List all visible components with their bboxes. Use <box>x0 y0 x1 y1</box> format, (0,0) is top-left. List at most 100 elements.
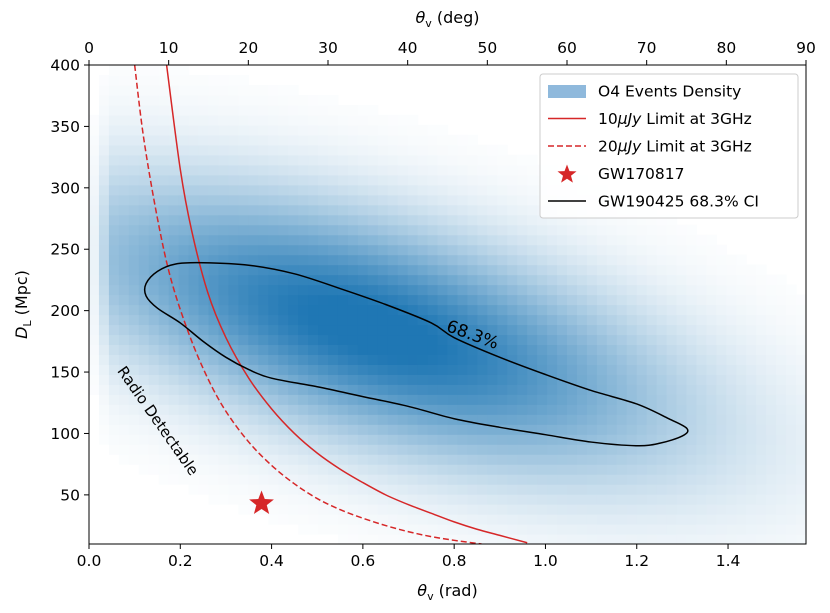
density-cell <box>367 334 379 346</box>
density-cell <box>178 374 190 385</box>
density-cell <box>547 494 558 505</box>
density-cell <box>646 444 658 455</box>
density-cell <box>138 274 150 286</box>
density-cell <box>527 204 538 216</box>
density-cell <box>756 354 767 365</box>
density-cell <box>238 254 249 266</box>
density-cell <box>248 84 259 96</box>
density-cell <box>726 484 737 495</box>
density-cell <box>736 394 747 405</box>
density-cell <box>596 474 608 485</box>
density-cell <box>258 194 269 206</box>
density-cell <box>268 274 279 286</box>
density-cell <box>477 494 488 505</box>
density-cell <box>158 324 170 336</box>
density-cell <box>437 194 449 206</box>
legend-label-density: O4 Events Density <box>598 83 741 101</box>
density-cell <box>138 314 150 326</box>
density-cell <box>407 454 419 465</box>
density-cell <box>636 344 648 355</box>
density-cell <box>676 444 688 455</box>
density-cell <box>576 304 588 316</box>
density-cell <box>387 254 399 266</box>
density-cell <box>298 504 309 515</box>
density-cell <box>517 204 528 216</box>
density-cell <box>507 194 518 206</box>
density-cell <box>318 334 329 346</box>
density-cell <box>288 104 299 116</box>
density-cell <box>477 424 488 435</box>
density-cell <box>407 534 419 545</box>
density-cell <box>208 254 220 266</box>
density-cell <box>298 234 309 246</box>
density-cell <box>298 424 309 435</box>
density-cell <box>596 524 608 535</box>
density-cell <box>437 214 449 226</box>
density-cell <box>726 454 737 465</box>
density-cell <box>686 364 698 375</box>
density-cell <box>387 394 399 405</box>
density-cell <box>258 114 269 126</box>
density-cell <box>487 474 498 485</box>
density-cell <box>228 494 239 505</box>
density-cell <box>337 324 349 336</box>
density-cell <box>238 114 249 126</box>
density-cell <box>537 384 548 395</box>
density-cell <box>696 314 708 326</box>
density-cell <box>576 214 588 226</box>
density-cell <box>606 494 618 505</box>
density-cell <box>686 444 698 455</box>
density-cell <box>188 354 200 365</box>
density-cell <box>318 404 329 415</box>
density-cell <box>676 264 688 276</box>
density-cell <box>208 74 220 86</box>
density-cell <box>626 354 638 365</box>
density-cell <box>248 354 259 365</box>
density-cell <box>497 414 508 425</box>
density-cell <box>337 454 349 465</box>
density-cell <box>89 344 100 355</box>
density-cell <box>328 294 339 306</box>
density-cell <box>726 434 737 445</box>
density-cell <box>447 174 459 186</box>
density-cell <box>477 504 488 515</box>
density-cell <box>447 454 459 465</box>
density-cell <box>397 454 409 465</box>
density-cell <box>547 384 558 395</box>
top-tick-label: 80 <box>716 39 736 57</box>
density-cell <box>308 164 319 176</box>
density-cell <box>218 474 230 485</box>
density-cell <box>467 514 478 525</box>
density-cell <box>656 214 668 226</box>
density-cell <box>437 404 449 415</box>
top-tick-label: 70 <box>637 39 657 57</box>
density-cell <box>258 184 269 196</box>
density-cell <box>427 434 439 445</box>
density-cell <box>656 384 668 395</box>
density-cell <box>786 484 797 495</box>
density-cell <box>666 464 678 475</box>
density-cell <box>347 394 359 405</box>
density-cell <box>666 474 678 485</box>
density-cell <box>357 294 369 306</box>
density-cell <box>616 234 628 246</box>
density-cell <box>487 214 498 226</box>
density-cell <box>746 264 757 276</box>
density-cell <box>576 344 588 355</box>
density-cell <box>198 424 210 435</box>
density-cell <box>89 244 100 256</box>
density-cell <box>507 354 518 365</box>
density-cell <box>268 414 279 425</box>
density-cell <box>357 424 369 435</box>
density-cell <box>377 504 389 515</box>
density-cell <box>377 144 389 156</box>
density-cell <box>616 224 628 236</box>
density-cell <box>646 384 658 395</box>
density-cell <box>238 334 249 346</box>
density-cell <box>487 224 498 236</box>
density-cell <box>308 174 319 186</box>
density-cell <box>397 194 409 206</box>
legend-swatch-density <box>548 85 586 98</box>
density-cell <box>537 374 548 385</box>
density-cell <box>417 134 429 146</box>
